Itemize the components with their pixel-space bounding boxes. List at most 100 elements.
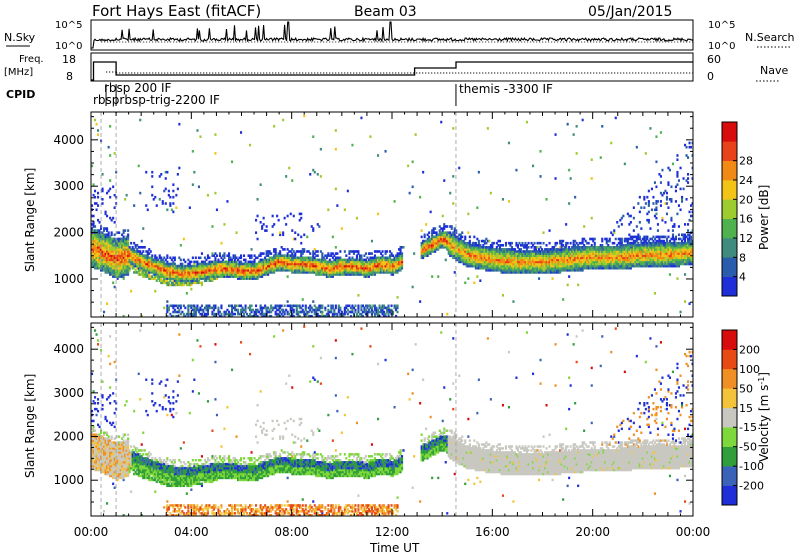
power-cell [95, 258, 98, 262]
power-cell [110, 218, 113, 222]
power-cell [98, 233, 101, 237]
power-cell [331, 256, 334, 260]
power-cell [462, 252, 465, 255]
power-cell [268, 308, 271, 312]
power-cell [446, 239, 449, 243]
power-cell [319, 258, 322, 262]
power-cell [152, 271, 155, 274]
power-cell [154, 254, 157, 257]
power-cell [380, 258, 383, 262]
power-cell [265, 271, 268, 274]
power-cell [550, 262, 553, 266]
power-cell [214, 304, 217, 308]
power-cell [619, 266, 622, 270]
power-cell [334, 306, 337, 310]
power-cell [137, 246, 140, 249]
power-cell [310, 266, 313, 270]
power-cell [127, 250, 130, 253]
power-cell [438, 235, 441, 239]
power-cell [334, 262, 337, 266]
power-cell [357, 273, 360, 276]
power-cell [447, 235, 450, 239]
power-cell [459, 252, 462, 255]
power-cell [264, 273, 267, 276]
power-cell [345, 264, 348, 268]
power-cell [351, 273, 354, 276]
power-cell [479, 244, 482, 247]
power-cell [268, 314, 271, 317]
power-cell [271, 225, 274, 228]
power-cell [256, 310, 259, 314]
power-cell [387, 312, 390, 316]
power-cell [581, 260, 584, 264]
power-cell [224, 266, 227, 270]
power-cell [295, 262, 298, 266]
power-cell [519, 262, 522, 266]
power-cell [529, 252, 532, 255]
power-cell [289, 258, 292, 262]
power-cell [178, 304, 181, 308]
power-cell [387, 310, 390, 314]
power-cell [220, 260, 223, 264]
power-cell [250, 254, 253, 257]
power-cell [363, 258, 366, 262]
power-cell [507, 266, 510, 270]
power-cell [298, 304, 301, 308]
power-cell [532, 244, 535, 247]
power-cell [507, 252, 510, 255]
power-cell [273, 258, 276, 262]
power-cell [429, 210, 432, 214]
power-cell [507, 256, 510, 260]
power-cell [125, 248, 128, 251]
power-cell [631, 264, 634, 268]
power-cell [575, 260, 578, 264]
power-cell [476, 246, 479, 249]
power-cell [553, 264, 556, 268]
power-cell [167, 273, 170, 276]
power-cell [504, 256, 507, 260]
power-cell [229, 312, 232, 316]
power-cell [319, 266, 322, 270]
power-cell [124, 237, 127, 241]
power-cell [277, 312, 280, 316]
power-cell [629, 266, 632, 270]
power-cell [572, 250, 575, 253]
power-cell [143, 264, 146, 268]
power-cell [557, 260, 560, 264]
power-cell [500, 260, 503, 264]
power-cell [566, 269, 569, 272]
power-cell [524, 266, 527, 270]
power-cell [447, 231, 450, 234]
power-cell [522, 246, 525, 249]
power-cell [270, 304, 273, 308]
power-cell [389, 250, 392, 253]
power-cell [310, 260, 313, 264]
power-cell [488, 266, 491, 270]
power-cell [170, 208, 173, 212]
power-cell [453, 231, 456, 234]
power-cell [197, 275, 200, 278]
power-cell [565, 266, 568, 270]
power-cell [316, 269, 319, 272]
power-cell [92, 252, 95, 255]
power-cell [625, 237, 628, 241]
power-cell [571, 260, 574, 264]
power-cell [142, 275, 145, 278]
power-cell [184, 271, 187, 274]
power-cell [288, 312, 291, 316]
power-cell [465, 260, 468, 264]
power-cell [399, 252, 402, 255]
power-cell [331, 266, 334, 270]
power-cell [346, 264, 349, 268]
power-cell [401, 256, 404, 260]
power-cell [339, 250, 342, 253]
power-cell [557, 258, 560, 262]
power-cell [608, 239, 611, 243]
power-cell [137, 250, 140, 253]
power-cell [94, 266, 97, 270]
power-cell [617, 258, 620, 262]
power-cell [149, 258, 152, 262]
power-cell [265, 254, 268, 257]
power-cell [240, 269, 243, 272]
power-cell [559, 269, 562, 272]
